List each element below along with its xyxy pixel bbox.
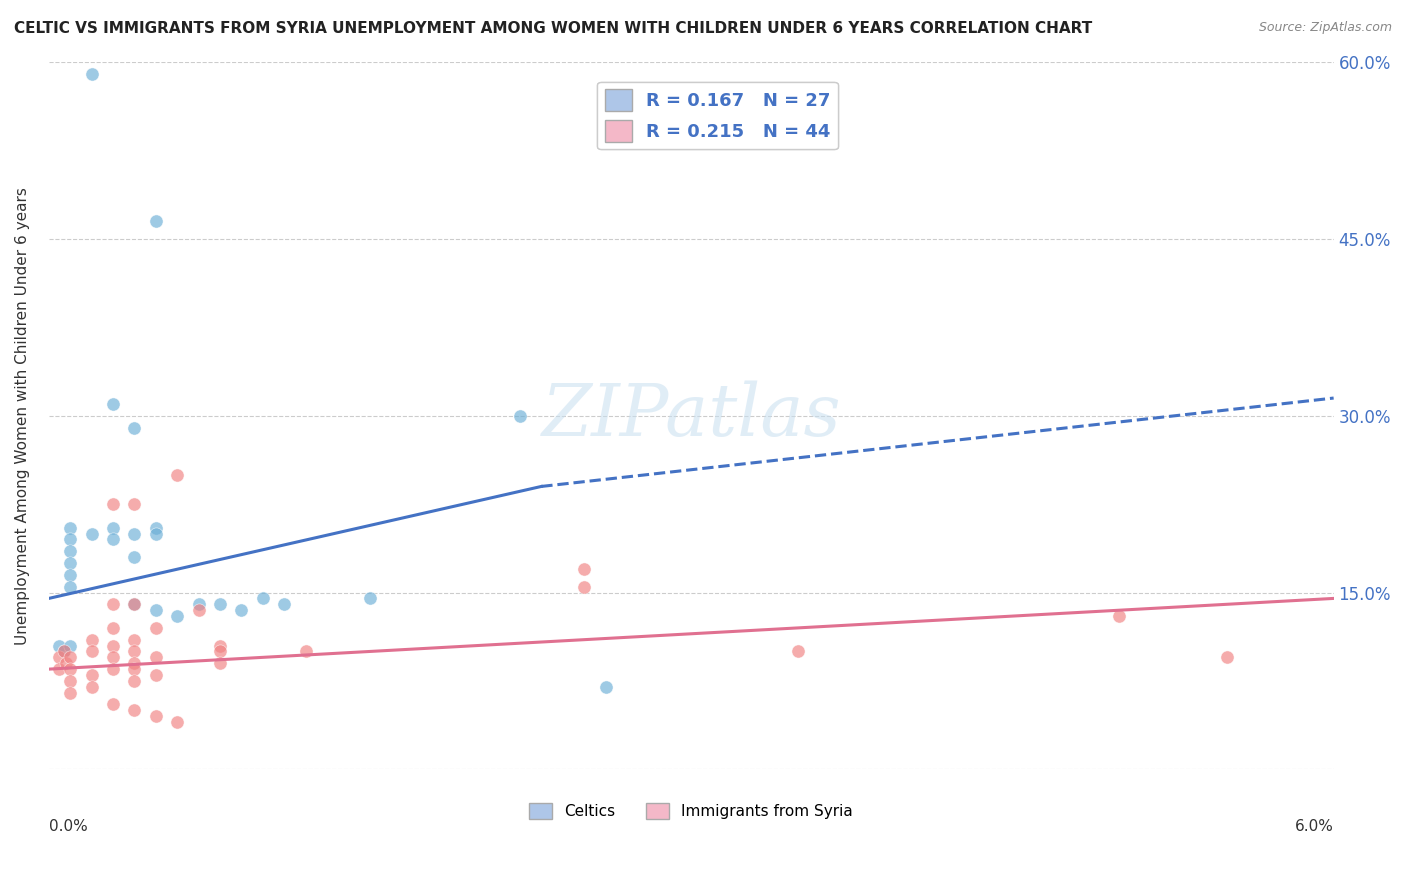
Point xyxy=(101,497,124,511)
Point xyxy=(124,497,146,511)
Point xyxy=(59,556,82,570)
Point xyxy=(101,698,124,712)
Point xyxy=(48,650,70,665)
Point xyxy=(101,639,124,653)
Point xyxy=(59,544,82,558)
Point xyxy=(124,420,146,434)
Point xyxy=(145,526,167,541)
Point xyxy=(209,657,232,671)
Point xyxy=(124,703,146,717)
Point xyxy=(101,597,124,611)
Y-axis label: Unemployment Among Women with Children Under 6 years: Unemployment Among Women with Children U… xyxy=(15,186,30,645)
Point xyxy=(231,603,253,617)
Text: 0.0%: 0.0% xyxy=(49,819,87,834)
Point xyxy=(273,597,295,611)
Point xyxy=(52,644,75,658)
Point xyxy=(80,526,103,541)
Point xyxy=(145,709,167,723)
Point xyxy=(80,680,103,694)
Point xyxy=(145,521,167,535)
Point xyxy=(101,621,124,635)
Point xyxy=(124,597,146,611)
Point xyxy=(787,644,810,658)
Point xyxy=(1108,609,1130,624)
Point xyxy=(59,533,82,547)
Point xyxy=(145,650,167,665)
Point xyxy=(80,632,103,647)
Point xyxy=(252,591,274,606)
Text: ZIPatlas: ZIPatlas xyxy=(541,381,841,451)
Point xyxy=(124,526,146,541)
Point xyxy=(187,603,209,617)
Point xyxy=(124,673,146,688)
Point xyxy=(572,562,595,576)
Point xyxy=(48,662,70,676)
Point xyxy=(509,409,531,423)
Point xyxy=(595,680,617,694)
Point xyxy=(294,644,316,658)
Point xyxy=(101,521,124,535)
Point xyxy=(101,662,124,676)
Point xyxy=(209,597,232,611)
Legend: R = 0.167   N = 27, R = 0.215   N = 44: R = 0.167 N = 27, R = 0.215 N = 44 xyxy=(598,82,838,149)
Point xyxy=(59,580,82,594)
Point xyxy=(124,632,146,647)
Point xyxy=(59,521,82,535)
Point xyxy=(80,668,103,682)
Point xyxy=(124,550,146,565)
Point xyxy=(80,644,103,658)
Point xyxy=(124,597,146,611)
Point xyxy=(145,668,167,682)
Point xyxy=(59,686,82,700)
Point xyxy=(145,603,167,617)
Text: Source: ZipAtlas.com: Source: ZipAtlas.com xyxy=(1258,21,1392,34)
Point xyxy=(145,621,167,635)
Point xyxy=(59,567,82,582)
Point xyxy=(145,214,167,228)
Point xyxy=(124,662,146,676)
Point xyxy=(48,639,70,653)
Point xyxy=(187,597,209,611)
Point xyxy=(59,650,82,665)
Point xyxy=(572,580,595,594)
Point xyxy=(101,650,124,665)
Point xyxy=(166,467,188,482)
Point xyxy=(209,639,232,653)
Point xyxy=(209,644,232,658)
Point xyxy=(59,673,82,688)
Point xyxy=(59,662,82,676)
Point xyxy=(59,639,82,653)
Point xyxy=(101,397,124,411)
Point xyxy=(52,644,75,658)
Point xyxy=(124,657,146,671)
Text: 6.0%: 6.0% xyxy=(1295,819,1334,834)
Point xyxy=(124,644,146,658)
Point xyxy=(101,533,124,547)
Point xyxy=(359,591,381,606)
Point xyxy=(166,609,188,624)
Point xyxy=(166,715,188,730)
Point xyxy=(1215,650,1237,665)
Text: CELTIC VS IMMIGRANTS FROM SYRIA UNEMPLOYMENT AMONG WOMEN WITH CHILDREN UNDER 6 Y: CELTIC VS IMMIGRANTS FROM SYRIA UNEMPLOY… xyxy=(14,21,1092,36)
Point xyxy=(55,657,77,671)
Point xyxy=(80,67,103,81)
